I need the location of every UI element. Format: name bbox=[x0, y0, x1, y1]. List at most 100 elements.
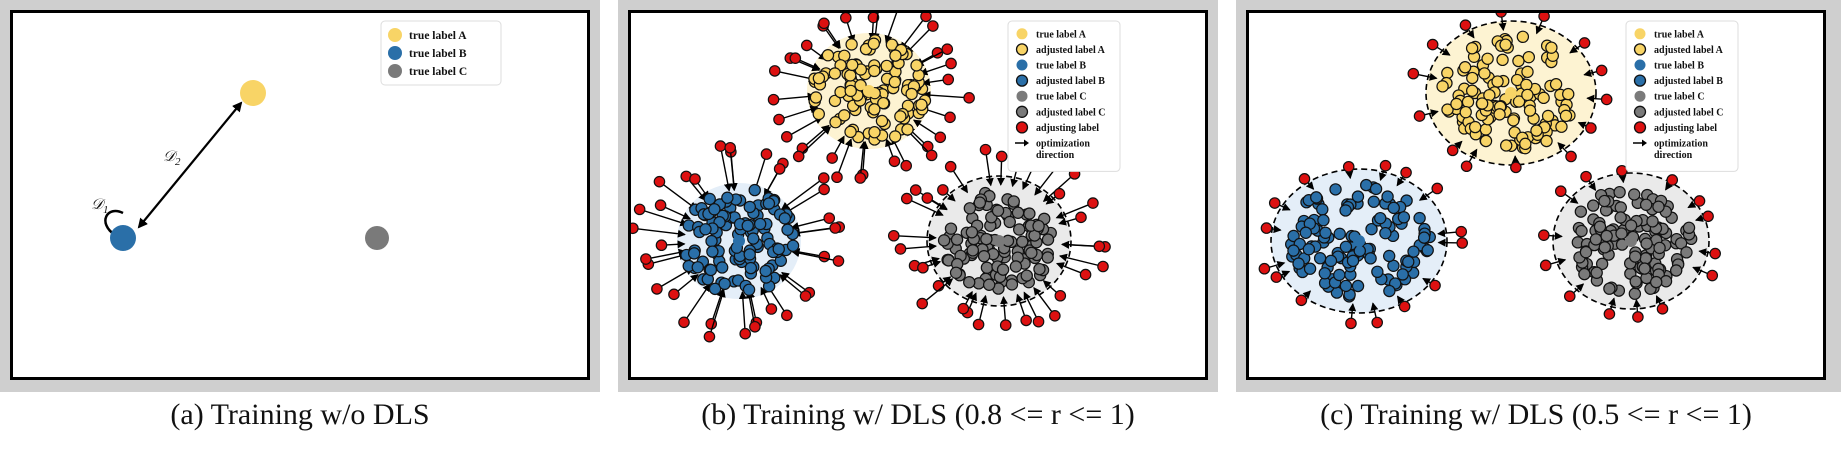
legend-marker-dot-a bbox=[388, 28, 402, 42]
adjusted-label-point bbox=[821, 49, 835, 62]
adjusting-label-point bbox=[818, 17, 830, 30]
adjusted-label-point bbox=[809, 91, 823, 104]
adjusted-label-point bbox=[966, 244, 979, 257]
panel-c: true label A adjusted label A true label B… bbox=[1246, 10, 1826, 380]
adjusted-label-point bbox=[1041, 233, 1055, 246]
adjusted-label-point bbox=[980, 232, 993, 246]
adjusted-label-point bbox=[1653, 241, 1666, 255]
adjusted-label-point bbox=[1624, 219, 1638, 232]
optimization-arrow bbox=[859, 140, 868, 179]
adjusting-label-point bbox=[767, 93, 780, 106]
adjusting-label-point bbox=[1709, 247, 1721, 260]
true-label-point bbox=[733, 235, 745, 247]
adjusted-label-point bbox=[1521, 65, 1534, 79]
adjusted-label-point bbox=[844, 125, 857, 139]
adjusted-label-point bbox=[1589, 233, 1603, 246]
legend-label: adjusted label B bbox=[1036, 76, 1105, 87]
legend-label-2: direction bbox=[1654, 150, 1693, 161]
true-label-point bbox=[1625, 235, 1637, 247]
adjusting-label-point bbox=[768, 65, 781, 77]
adjusted-label-point bbox=[762, 197, 776, 210]
adjusted-label-point bbox=[877, 96, 890, 110]
legend-label: adjusted label C bbox=[1036, 107, 1105, 118]
adjusting-label-point bbox=[1032, 315, 1045, 328]
adjusted-label-point bbox=[1329, 183, 1342, 196]
optimization-arrow bbox=[900, 15, 927, 51]
caption-a: (a) Training w/o DLS bbox=[170, 398, 430, 431]
optimization-arrow bbox=[708, 289, 726, 337]
adjusted-label-point bbox=[1367, 195, 1380, 208]
optimization-arrow bbox=[900, 242, 938, 251]
adjusted-label-point bbox=[1383, 284, 1396, 298]
adjusting-label-point bbox=[1087, 197, 1099, 209]
adjusted-label-point bbox=[1287, 244, 1300, 257]
adjusting-label-point bbox=[826, 152, 838, 164]
adjusted-label-point bbox=[708, 282, 722, 296]
adjusted-label-point bbox=[982, 278, 996, 291]
adjusting-label-point bbox=[823, 212, 836, 224]
adjusting-label-point bbox=[1510, 161, 1522, 174]
adjusted-label-point bbox=[1461, 95, 1475, 109]
legend-label: adjusted label C bbox=[1654, 107, 1723, 118]
legend-marker-dot-c bbox=[1634, 90, 1646, 102]
adjusted-label-point bbox=[1674, 237, 1688, 250]
adjusting-label-point bbox=[1702, 210, 1714, 223]
adjusting-label-point bbox=[765, 303, 778, 315]
adjusted-label-point bbox=[1603, 282, 1616, 295]
adjusting-label-point bbox=[925, 149, 938, 162]
legend-label: adjusted label A bbox=[1036, 45, 1106, 56]
adjusted-label-point bbox=[1598, 194, 1611, 208]
adjusting-label-point bbox=[651, 283, 663, 295]
adjusted-label-point bbox=[1468, 120, 1482, 134]
adjusted-label-point bbox=[854, 79, 867, 92]
adjusting-label-point bbox=[1295, 294, 1308, 307]
optimization-arrow bbox=[790, 217, 830, 230]
true-label-point bbox=[1353, 235, 1365, 247]
adjusted-label-point bbox=[778, 212, 791, 225]
adjusted-label-point bbox=[1324, 254, 1338, 268]
legend-marker-ring-c bbox=[1015, 105, 1029, 118]
adjusted-label-point bbox=[1333, 268, 1346, 282]
class-b-point bbox=[110, 225, 136, 251]
adjusted-label-point bbox=[1530, 124, 1543, 137]
adjusted-label-point bbox=[1540, 134, 1553, 148]
adjusted-label-point bbox=[1459, 105, 1472, 119]
adjusting-label-point bbox=[1431, 182, 1444, 195]
optimization-arrow bbox=[683, 283, 711, 323]
adjusted-label-point bbox=[1519, 137, 1532, 151]
adjusted-label-point bbox=[1652, 200, 1665, 213]
adjusting-label-point bbox=[1456, 237, 1469, 249]
adjusted-label-point bbox=[996, 263, 1010, 276]
adjusted-label-point bbox=[1316, 203, 1329, 216]
optimization-arrow bbox=[798, 126, 832, 157]
adjusted-label-point bbox=[1351, 190, 1365, 203]
adjusted-label-point bbox=[743, 248, 756, 261]
adjusting-label-point bbox=[909, 184, 922, 196]
adjusted-label-point bbox=[1638, 262, 1651, 275]
adjusted-label-point bbox=[1009, 260, 1023, 273]
adjusted-label-point bbox=[828, 94, 842, 108]
adjusting-label-point bbox=[653, 175, 666, 188]
optimization-arrow bbox=[780, 177, 825, 210]
adjusting-label-point bbox=[760, 148, 773, 160]
adjusting-label-point bbox=[1603, 308, 1616, 320]
legend-label: optimization bbox=[1036, 139, 1090, 150]
adjusted-label-point bbox=[1016, 235, 1029, 248]
adjusted-label-point bbox=[1639, 252, 1652, 265]
adjusted-label-point bbox=[949, 266, 963, 280]
adjusting-label-point bbox=[749, 320, 761, 333]
adjusted-label-point bbox=[1041, 251, 1054, 264]
adjusting-label-point bbox=[1260, 222, 1273, 234]
adjusting-label-point bbox=[1345, 317, 1357, 330]
adjusting-label-point bbox=[1270, 271, 1283, 283]
adjusting-label-point bbox=[678, 316, 690, 329]
adjusting-label-point bbox=[1446, 144, 1459, 157]
adjusting-label-point bbox=[689, 173, 701, 185]
optimization-arrow bbox=[659, 181, 698, 210]
adjusted-label-point bbox=[980, 261, 994, 274]
adjusted-label-point bbox=[1441, 103, 1454, 116]
adjusted-label-point bbox=[1032, 219, 1045, 233]
adjusting-label-point bbox=[655, 239, 668, 252]
adjusted-label-point bbox=[703, 192, 716, 206]
